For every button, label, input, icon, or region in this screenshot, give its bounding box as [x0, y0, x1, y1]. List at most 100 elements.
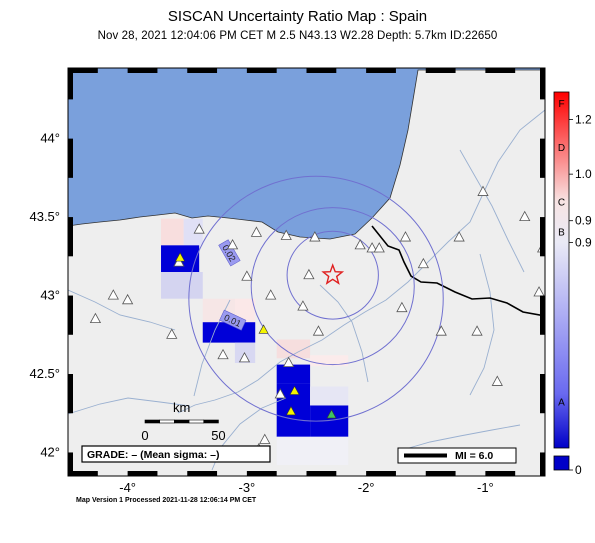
station-triangle-icon [366, 242, 378, 253]
station-triangle-icon [435, 325, 447, 336]
station-triangle-icon [491, 375, 503, 386]
lat-tick-label: 44° [40, 131, 60, 146]
mi-box-frame [397, 447, 517, 464]
lon-tick-label: -1° [477, 480, 494, 495]
processed-footer: Map Version 1 Processed 2021-11-28 12:06… [76, 497, 257, 504]
grade-box: GRADE: – (Mean sigma: –) [81, 445, 271, 463]
frame-segment [187, 68, 218, 73]
used-station-triangle-icon [258, 324, 269, 334]
frame-segment [366, 68, 396, 73]
lat-tick-label: 43° [40, 288, 60, 303]
frame-segment [68, 68, 73, 100]
event-info: Nov 28, 2021 12:04:06 PM CET M 2.5 N43.1… [97, 30, 498, 42]
station-triangle-icon [122, 293, 134, 305]
station-triangle-icon [417, 257, 429, 269]
scale-bar-segments [144, 419, 219, 424]
frame-segment [187, 471, 218, 476]
colorbar-grade-label: D [558, 143, 565, 154]
lon-tick-label: -4° [119, 480, 136, 495]
uncertainty-cell [276, 364, 311, 384]
scale-bar-segment [159, 419, 175, 424]
scale-start-label: 0 [141, 428, 148, 443]
lon-tick-label: -3° [238, 480, 255, 495]
uncertainty-contour [188, 175, 444, 422]
colorbar: 0 0.9 0.9 1.0 1.2 A B C D F [553, 91, 592, 477]
rivers [68, 109, 545, 471]
station-triangle-icon [217, 348, 229, 360]
station-triangle-icon [280, 229, 292, 240]
frame-segment [246, 68, 277, 73]
station-triangle-icon [173, 256, 185, 267]
map-title: SISCAN Uncertainty Ratio Map : Spain [167, 8, 428, 25]
frame-ticks [68, 68, 545, 476]
used-station-triangle-icon [289, 385, 300, 395]
station-triangle-icon [477, 185, 489, 196]
stations [89, 185, 545, 454]
station-triangle-icon [89, 312, 102, 324]
station-triangle-icon [533, 286, 545, 297]
frame-segment [127, 471, 158, 476]
scale-bar-segment [144, 419, 160, 424]
station-triangle-icon [274, 388, 286, 399]
uncertainty-cell [161, 218, 184, 246]
scale-bar: km 0 50 [141, 400, 225, 443]
colorbar-grades: A B C D F [558, 99, 565, 408]
scale-bar-segment [174, 419, 190, 424]
contour-label-bg [219, 309, 247, 331]
mi-text: MI = 6.0 [455, 450, 493, 462]
colorbar-tick-label: 1.0 [575, 167, 592, 181]
frame-segment [366, 471, 396, 476]
colorbar-tick-label: 0.9 [575, 214, 592, 228]
uncertainty-cell [161, 272, 203, 299]
uncertainty-cell [183, 218, 203, 246]
station-triangle-icon [282, 356, 295, 367]
station-triangle-icon [471, 325, 483, 336]
frame-segment [68, 452, 73, 476]
frame-segment [127, 68, 158, 73]
colorbar-grade-label: C [558, 198, 565, 209]
station-triangle-icon [373, 242, 385, 253]
colorbar-tick-label: 0 [575, 463, 582, 477]
station-triangle-icon [399, 231, 412, 242]
used-station-triangle-icon [285, 406, 297, 416]
station-triangle-icon [259, 433, 271, 444]
frame-segment [246, 471, 277, 476]
frame-segment [68, 217, 73, 257]
sea-area [68, 68, 545, 240]
station-triangle-icon [193, 223, 205, 234]
scale-bar-segment [203, 419, 219, 424]
station-triangle-icon [226, 238, 239, 250]
frame-segment [306, 471, 337, 476]
lon-tick-label: -2° [358, 480, 375, 495]
frame-segment [485, 471, 516, 476]
grade-box-frame [81, 445, 271, 463]
map-area[interactable]: 0.020.01 [68, 68, 548, 476]
colorbar-zero-swatch [553, 455, 570, 471]
frame-segment [485, 68, 516, 73]
station-triangle-icon [303, 268, 315, 280]
colorbar-ticks: 0 0.9 0.9 1.0 1.2 [569, 112, 592, 477]
colorbar-tick-label: 0.9 [575, 236, 592, 250]
uncertainty-cell [276, 436, 349, 466]
frame-segment [540, 217, 545, 257]
frame-segment [540, 138, 545, 178]
used-station-triangle-icon [175, 252, 186, 262]
station-triangle-icon [453, 231, 465, 242]
frame-segment [540, 295, 545, 335]
station-triangle-icon [166, 328, 178, 339]
colorbar-tick-label: 1.2 [575, 112, 592, 126]
frame-segment [68, 295, 73, 335]
station-triangle-icon [107, 289, 119, 300]
station-triangle-icon [309, 231, 321, 242]
station-triangle-icon [312, 325, 325, 336]
scale-unit: km [173, 400, 190, 415]
colorbar-gradient [553, 91, 570, 449]
station-triangle-icon [297, 300, 309, 311]
uncertainty-cell [310, 355, 349, 367]
station-triangle-icon [250, 226, 263, 237]
colorbar-grade-label: B [558, 228, 565, 239]
uncertainty-cell [234, 342, 256, 364]
station-triangle-icon [238, 351, 251, 363]
uncertainty-contour [286, 230, 379, 320]
